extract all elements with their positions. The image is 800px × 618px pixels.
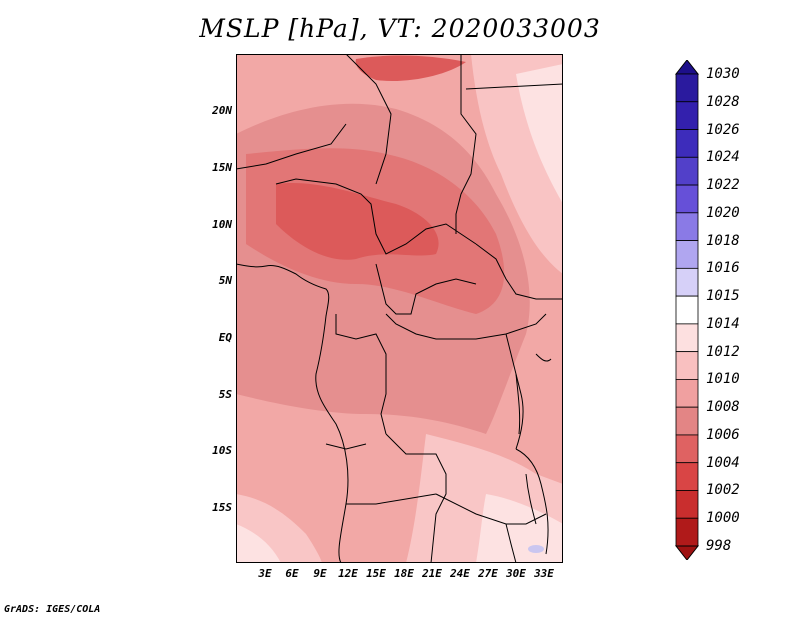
lat-label-10n: 10N [212, 218, 232, 231]
colorbar-label: 1008 [706, 399, 740, 416]
footer-credit: GrADS: IGES/COLA [4, 604, 101, 615]
colorbar-segment [675, 351, 699, 380]
colorbar-segment [675, 240, 699, 269]
lon-label-3e: 3E [258, 567, 272, 580]
lon-label-15e: 15E [366, 567, 386, 580]
colorbar-label: 1000 [706, 510, 740, 527]
colorbar-segment [675, 73, 699, 103]
colorbar-segment [675, 101, 699, 130]
colorbar-label: 1026 [706, 121, 740, 138]
colorbar-segment [675, 406, 699, 436]
colorbar-segment [675, 379, 699, 408]
colorbar-segment [675, 267, 699, 297]
colorbar-label: 1016 [706, 260, 740, 277]
colorbar-segment [675, 156, 699, 186]
colorbar-label: 1028 [706, 93, 740, 110]
colorbar-label: 1024 [706, 149, 740, 166]
colorbar-label: 1030 [706, 66, 740, 82]
mslp-map [236, 54, 563, 563]
lon-label-27e: 27E [478, 567, 498, 580]
contour-1014-southeast [476, 494, 563, 563]
colorbar-label: 1010 [706, 371, 740, 388]
colorbar [674, 60, 700, 560]
chart-title: MSLP [hPa], VT: 2020033003 [199, 14, 601, 43]
colorbar-arrow-top [674, 60, 700, 75]
contour-1014-southwest [236, 524, 281, 563]
colorbar-label: 1015 [706, 288, 740, 305]
lat-label-5s: 5S [218, 388, 232, 401]
lat-label-10s: 10S [212, 444, 232, 457]
colorbar-segment [675, 323, 699, 353]
colorbar-segment [675, 434, 699, 464]
lon-label-12e: 12E [338, 567, 358, 580]
colorbar-arrow-bottom [674, 545, 700, 560]
lakes [515, 353, 552, 525]
contour-1004 [276, 183, 439, 260]
lon-label-24e: 24E [450, 567, 470, 580]
lat-label-15n: 15N [212, 161, 232, 174]
colorbar-label: 1006 [706, 426, 740, 443]
colorbar-label: 1020 [706, 204, 740, 221]
colorbar-label: 1004 [706, 454, 740, 471]
contour-1014-northeast [516, 64, 563, 204]
lon-label-18e: 18E [394, 567, 414, 580]
colorbar-segment [675, 212, 699, 241]
map-frame [236, 54, 563, 563]
borders [236, 54, 563, 563]
colorbar-label: 1014 [706, 315, 740, 332]
contour-1004-sahara-north [355, 55, 466, 82]
colorbar-label: 1022 [706, 177, 740, 194]
lon-label-21e: 21E [422, 567, 442, 580]
colorbar-segment [675, 184, 699, 214]
lat-label-15s: 15S [212, 501, 232, 514]
contour-1016-southeast [528, 545, 544, 553]
colorbar-label: 1012 [706, 343, 740, 360]
colorbar-label: 998 [706, 538, 732, 554]
colorbar-label: 1002 [706, 482, 740, 499]
colorbar-segment [675, 462, 699, 491]
lon-label-6e: 6E [285, 567, 299, 580]
colorbar-segment [675, 490, 699, 519]
colorbar-label: 1018 [706, 232, 740, 249]
colorbar-segment [675, 295, 699, 325]
lon-label-33e: 33E [534, 567, 554, 580]
lat-label-20n: 20N [212, 104, 232, 117]
colorbar-segment [675, 129, 699, 158]
lon-label-30e: 30E [506, 567, 526, 580]
colorbar-segment [675, 517, 699, 547]
lon-label-9e: 9E [313, 567, 327, 580]
lat-label-5n: 5N [218, 274, 232, 287]
lat-label-eq: EQ [218, 331, 232, 344]
